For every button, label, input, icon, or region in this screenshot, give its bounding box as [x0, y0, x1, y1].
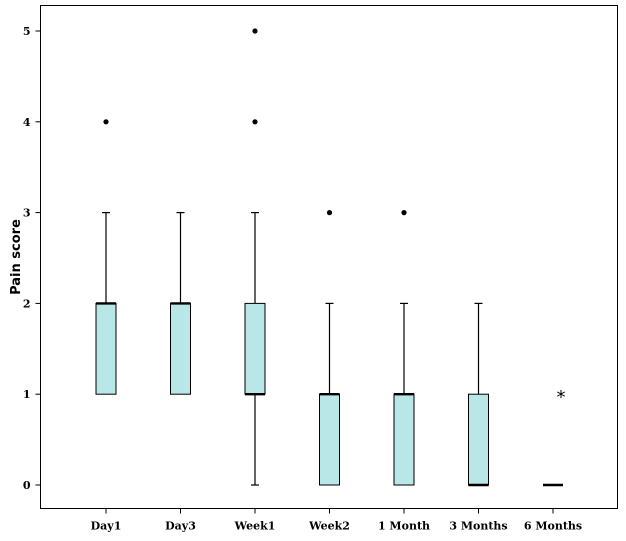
y-axis-title: Pain score: [9, 219, 24, 295]
box: [393, 393, 415, 486]
box-group: [95, 119, 117, 395]
x-tick-label: Week1: [234, 520, 276, 533]
y-tick-label: 0: [23, 479, 31, 492]
box-group: [170, 212, 191, 395]
outlier-point: [252, 119, 258, 125]
x-tick-label: Week2: [308, 520, 350, 533]
box-group: [244, 28, 266, 486]
outlier-point: [326, 210, 333, 216]
y-tick-label: 3: [23, 207, 31, 220]
outlier-point: [103, 119, 109, 125]
y-axis: 0 1 2 3 4 5: [23, 25, 41, 492]
box: [170, 302, 191, 395]
outlier-point: [252, 28, 258, 34]
x-tick-label: Day1: [91, 520, 122, 533]
y-tick-label: 5: [23, 25, 31, 38]
x-tick-label: Day3: [165, 520, 196, 533]
boxes-layer: *: [95, 28, 566, 487]
box: [95, 302, 117, 395]
outlier-star: *: [557, 387, 566, 408]
x-tick-label: 3 Months: [449, 520, 507, 533]
box-group: [468, 302, 489, 487]
box-group: *: [543, 387, 566, 487]
x-axis: Day1 Day3 Week1 Week2 1 Month 3 Months 6 Month…: [91, 508, 582, 533]
outlier-point: [401, 210, 407, 216]
box: [468, 393, 489, 486]
box: [244, 302, 266, 395]
box-group: [393, 210, 415, 486]
x-tick-label: 6 Months: [524, 520, 582, 533]
y-tick-label: 2: [23, 297, 31, 310]
y-tick-label: 4: [23, 116, 31, 129]
x-tick-label: 1 Month: [378, 520, 430, 533]
box: [319, 393, 340, 486]
box-group: [319, 210, 340, 486]
y-tick-label: 1: [23, 388, 31, 401]
